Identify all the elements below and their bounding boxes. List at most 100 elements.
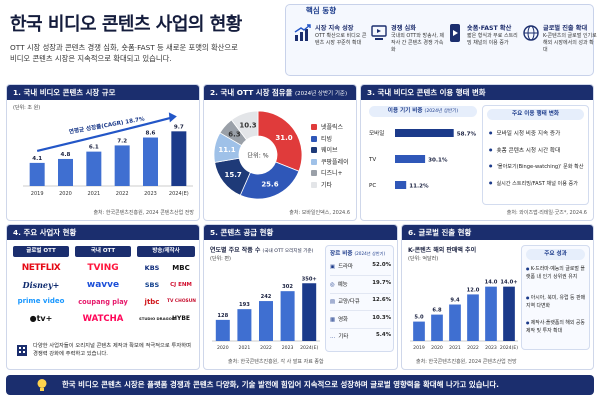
genre-row: ◎ 예능 19.7% — [330, 280, 391, 294]
core-item-title: 경쟁 심화 — [391, 25, 416, 32]
market-size-panel: 1. 국내 비디오 콘텐츠 시장 규모 (단위: 조 원) 4.1 2019 4.8… — [6, 84, 200, 221]
x-tick-label: 2020 — [431, 345, 443, 351]
bullet-icon: ● — [526, 320, 531, 325]
achievement-text: K-드라마·예능의 글로벌 플랫폼 내 인기 상위권 유지 — [526, 266, 585, 280]
competition-icon — [371, 25, 387, 40]
shortform-icon — [450, 24, 460, 42]
bar — [215, 319, 230, 341]
legend-item: 티빙 — [311, 134, 332, 144]
genre-row: ▣ 드라마 52.0% — [330, 262, 391, 276]
genre-icon: ◎ — [330, 281, 335, 288]
supply-chart-title: 연도별 주요 작품 수 (국내 OTT 오리지널 기준) — [210, 245, 313, 254]
bar — [302, 283, 317, 341]
globe-icon — [523, 25, 539, 41]
players-note-line-2: 경쟁력 강화에 주력하고 있습니다. — [33, 351, 108, 357]
bar — [29, 162, 45, 186]
genre-share-title-sub: (2024년 상반기) — [354, 251, 386, 256]
global-title: 6. 글로벌 진출 현황 — [402, 225, 593, 240]
bullet-icon: ● — [526, 266, 531, 271]
legend-swatch — [311, 181, 317, 188]
bar — [485, 286, 497, 341]
achievements-title: 주요 성과 — [526, 249, 585, 260]
genre-label: 기타 — [338, 334, 349, 340]
bar — [431, 314, 443, 341]
x-tick-label: 2020 — [217, 345, 229, 351]
x-tick-label: 2024(E) — [500, 345, 518, 351]
achievement-item: ● 아시아, 북미, 유럽 등 판매 지역 다변화 — [526, 294, 589, 310]
usage-change-item: '몰아보기(Binge-watching)' 문화 확산 — [489, 163, 584, 170]
supply-chart-title-sub: (국내 OTT 오리지널 기준) — [262, 249, 314, 254]
usage-change-item: 숏폼 콘텐츠 시청 시간 확대 — [489, 146, 561, 154]
usage-source: 출처: 와이즈앱·리테일·굿즈*, 2024.6 — [506, 210, 587, 216]
subtitle-line-1: OTT 시장 성장과 콘텐츠 경쟁 심화, 숏폼·FAST 등 새로운 포맷의 … — [10, 43, 238, 52]
x-tick-label: 2024(E) — [169, 191, 189, 197]
device-value-label: 58.7% — [457, 132, 477, 138]
legend-swatch — [311, 124, 317, 130]
x-tick-label: 2019 — [31, 191, 44, 197]
ott-share-panel: 2. 국내 OTT 시장 점유율 (2024년 상반기 기준) 31.0 25.6… — [203, 84, 357, 221]
slice-value-label: 25.6 — [261, 181, 278, 189]
growth-arrow-line — [36, 116, 174, 152]
legend-label: 기타 — [321, 181, 333, 189]
pie-slice — [230, 110, 259, 141]
legend-item: 쿠팡플레이 — [311, 157, 349, 167]
achievement-text: 아시아, 북미, 유럽 등 판매 지역 다변화 — [526, 295, 586, 309]
bar — [259, 301, 273, 341]
mbc-logo: MBC — [172, 264, 190, 272]
bar-value-label: 6.1 — [89, 145, 99, 151]
x-tick-label: 2020 — [59, 191, 72, 197]
core-item-competition: 경쟁 심화 국내외 OTT와 방송사, 제작사 간 콘텐츠 경쟁 가속화 — [370, 23, 445, 73]
achievement-item: ● 제작사·플랫폼의 해외 공동제작 및 투자 확대 — [526, 319, 589, 335]
slice-value-label: 10.3 — [239, 122, 256, 130]
pie-slice — [257, 110, 303, 172]
bar-value-label: 9.4 — [450, 298, 460, 304]
growth-chart-icon — [294, 24, 311, 41]
bar-value-label: 5.0 — [414, 315, 424, 321]
device-bar — [395, 129, 454, 137]
bar-value-label: 12.0 — [467, 287, 480, 293]
genre-value: 19.7% — [372, 279, 391, 286]
supply-chart-title-text: 연도별 주요 작품 수 — [210, 247, 261, 254]
bar-value-label: 4.8 — [61, 152, 71, 158]
page-title: 한국 비디오 콘텐츠 사업의 현황 — [10, 14, 242, 35]
bullet-icon: ● — [526, 295, 531, 300]
legend-item: 넷플릭스 — [311, 122, 343, 132]
genre-share-box: 장르 비중 (2024년 상반기) ▣ 드라마 52.0% ◎ 예능 19.7% ▤ 교양/다… — [325, 245, 394, 352]
legend-item: 디즈니+ — [311, 168, 343, 178]
core-item-shortform: 숏폼·FAST 확산 짧은 형식과 무료 스트리밍 채널의 이용 증가 — [446, 23, 521, 73]
genre-label: 드라마 — [338, 264, 353, 270]
legend-label: 티빙 — [321, 135, 333, 143]
bar — [58, 158, 73, 186]
legend-swatch — [311, 135, 317, 142]
global-chart-title: K-콘텐츠 해외 판매액 추이 — [408, 247, 477, 254]
market-size-source: 출처: 한국콘텐츠진흥원, 2024 콘텐츠산업 전망 — [93, 210, 194, 216]
apple-tv-logo: ●tv+ — [13, 314, 69, 323]
bar-value-label: 14.0 — [485, 280, 498, 286]
domestic-ott-header: 국내 OTT — [75, 246, 131, 257]
bar-value-label: 9.7 — [174, 124, 184, 130]
genre-row: … 기타 5.4% — [330, 332, 391, 346]
usage-changes-box: 주요 이용 행태 변화 모바일 시청 비중 지속 증가 숏폼 콘텐츠 시청 시간… — [482, 105, 589, 205]
x-tick-label: 2021 — [449, 345, 461, 351]
ott-share-legend: 넷플릭스 티빙 웨이브 쿠팡플레이 디즈니+ 기타 — [311, 122, 356, 192]
watcha-logo: WATCHA — [82, 314, 124, 324]
x-tick-label: 2023 — [485, 345, 497, 351]
bar — [280, 291, 295, 341]
disney-plus-logo: Disney+ — [22, 280, 60, 290]
legend-label: 쿠팡플레이 — [321, 158, 349, 166]
footer-text: 한국 비디오 콘텐츠 시장은 플랫폼 경쟁과 콘텐츠 다양화, 기술 발전에 힘… — [62, 380, 499, 389]
legend-swatch — [311, 158, 317, 165]
global-sales-chart: 5.0 2019 6.8 2020 9.4 2021 12.0 2022 14.0 2023 14.… — [410, 280, 518, 351]
cj-enm-logo: CJ ENM — [170, 282, 192, 288]
core-trends-title: 핵심 동향 — [305, 6, 337, 15]
slice-value-label: 11.1 — [218, 146, 235, 154]
subtitle-line-2: 비디오 콘텐츠 시장은 지속적으로 확대되고 있습니다. — [10, 54, 172, 63]
bar-value-label: 4.1 — [32, 156, 42, 162]
genre-icon: … — [330, 334, 336, 340]
global-ott-header: 글로벌 OTT — [13, 246, 69, 257]
market-size-unit: (단위: 조 원) — [13, 105, 41, 111]
x-tick-label: 2022 — [116, 191, 129, 197]
page-subtitle: OTT 시장 성장과 콘텐츠 경쟁 심화, 숏폼·FAST 등 새로운 포맷의 … — [10, 42, 310, 64]
genre-label: 교양/다큐 — [338, 299, 360, 305]
